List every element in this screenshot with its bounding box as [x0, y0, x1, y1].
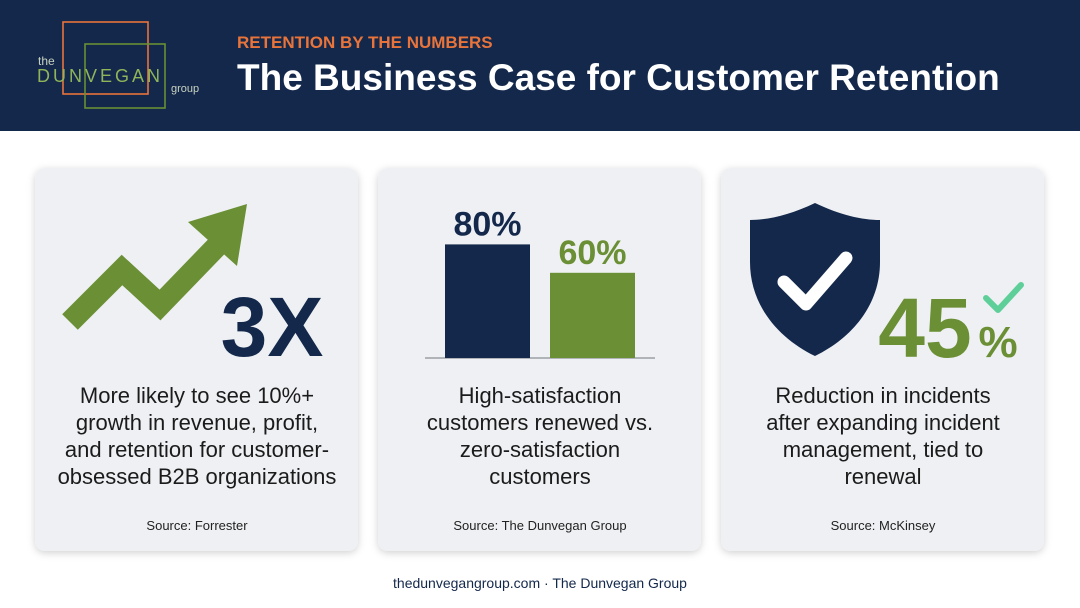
logo: the DUNVEGAN group [37, 21, 199, 109]
description-line: obsessed B2B organizations [58, 464, 337, 489]
shield-check [777, 251, 853, 311]
value-label: 80% [453, 205, 521, 243]
arrow-line [62, 237, 226, 330]
title: The Business Case for Customer Retention [237, 57, 1000, 98]
source: Source: The Dunvegan Group [453, 518, 626, 533]
logo-square [84, 43, 166, 109]
footer: thedunvegangroup.com · The Dunvegan Grou… [393, 575, 687, 591]
value-label: 60% [558, 234, 626, 272]
description-line: growth in revenue, profit, [76, 410, 318, 435]
description-line: management, tied to [783, 437, 984, 462]
source: Source: McKinsey [831, 518, 936, 533]
description-line: Reduction in incidents [775, 383, 990, 408]
description-line: High-satisfaction [459, 383, 622, 408]
bar [445, 244, 530, 358]
description-line: More likely to see 10%+ [80, 383, 314, 408]
description-line: zero-satisfaction [460, 437, 620, 462]
card [378, 168, 701, 551]
header-band [0, 0, 1080, 131]
description-line: and retention for customer- [65, 437, 329, 462]
stat-number: 45 [878, 281, 971, 375]
arrow-head [188, 204, 247, 266]
shield-icon [750, 203, 880, 356]
logo-square [62, 21, 149, 95]
source: Source: Forrester [146, 518, 248, 533]
logo-the: the [38, 54, 55, 68]
kicker: RETENTION BY THE NUMBERS [237, 33, 493, 52]
growth-arrow-icon [62, 204, 247, 330]
small-check [983, 282, 1024, 313]
description-line: customers [489, 464, 590, 489]
stat: 3X [221, 280, 324, 374]
shield [750, 203, 880, 356]
description-line: renewal [844, 464, 921, 489]
description-line: customers renewed vs. [427, 410, 653, 435]
logo-name: DUNVEGAN [37, 66, 163, 86]
stat-unit: % [978, 318, 1017, 367]
logo-group: group [171, 83, 199, 95]
bar [550, 272, 635, 358]
description-line: after expanding incident [766, 410, 1000, 435]
